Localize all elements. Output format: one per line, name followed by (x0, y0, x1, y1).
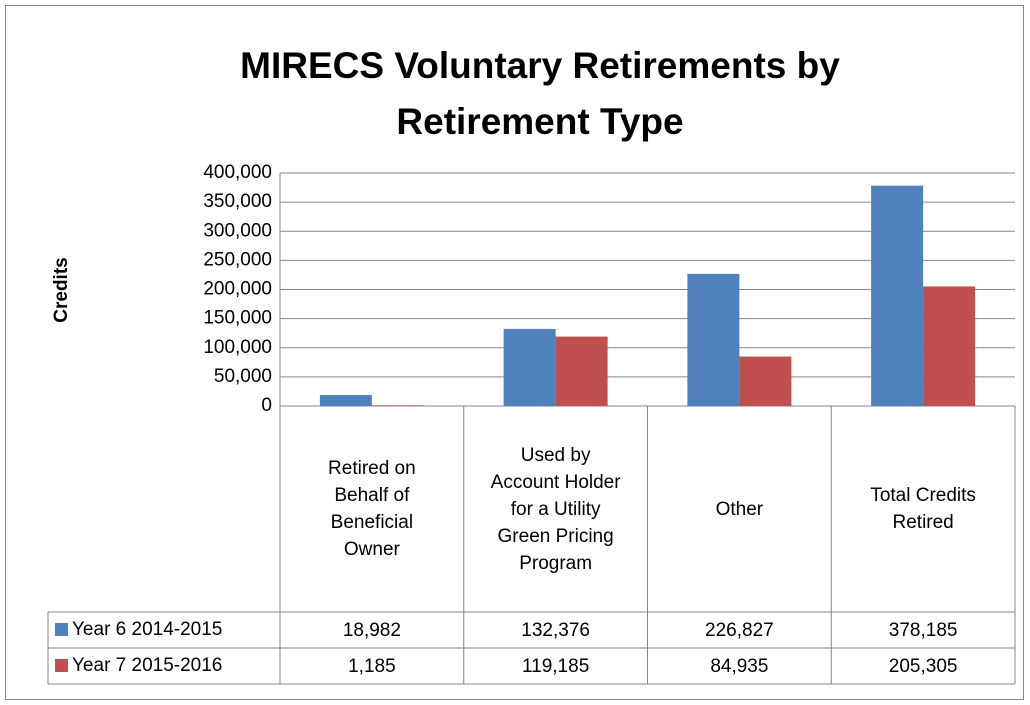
table-value: 119,185 (464, 648, 648, 684)
y-tick-label: 150,000 (203, 308, 272, 329)
table-value-text: 132,376 (521, 619, 590, 641)
legend-key (55, 659, 68, 672)
y-tick-label: 350,000 (203, 191, 272, 212)
table-value: 84,935 (648, 648, 832, 684)
y-tick-label: 400,000 (203, 162, 272, 183)
bar (923, 286, 976, 406)
chart-title: MIRECS Voluntary Retirements by Retireme… (240, 45, 840, 142)
y-tick-label: 100,000 (203, 337, 272, 358)
y-tick-label: 250,000 (203, 249, 272, 270)
y-tick-label: 50,000 (214, 366, 272, 387)
category-label: Retired on Behalf of Beneficial Owner (280, 406, 464, 612)
table-value-text: 378,185 (888, 619, 958, 641)
table-value: 132,376 (464, 612, 648, 648)
bar (371, 405, 424, 406)
y-tick-label: 0 (261, 395, 272, 416)
chart-border (5, 5, 1024, 700)
category-label: Used by Account Holder for a Utility Gre… (464, 406, 648, 612)
category-label: Total Credits Retired (831, 406, 1015, 612)
table-value: 226,827 (648, 612, 832, 648)
category-label-text: Other (715, 498, 764, 520)
bar (871, 185, 924, 406)
bar (739, 356, 792, 406)
category-label-text: Retired on Behalf of Beneficial Owner (328, 458, 416, 560)
legend-key (55, 623, 68, 636)
bar (503, 328, 556, 406)
table-value: 1,185 (280, 648, 464, 684)
table-value-text: 226,827 (705, 619, 774, 641)
table-value-text: 119,185 (521, 655, 590, 677)
bar (555, 336, 608, 406)
category-label: Other (648, 406, 832, 612)
category-label-text: Used by Account Holder for a Utility Gre… (490, 444, 621, 574)
table-value: 378,185 (831, 612, 1015, 648)
y-tick-label: 300,000 (203, 220, 272, 241)
category-label-text: Total Credits Retired (870, 485, 976, 533)
legend-label: Year 6 2014-2015 (72, 619, 223, 640)
legend-label: Year 7 2015-2016 (72, 655, 223, 676)
table-value: 18,982 (280, 612, 464, 648)
bar (319, 394, 372, 406)
bar (687, 273, 740, 406)
table-value-text: 84,935 (710, 655, 769, 677)
y-tick-label: 200,000 (203, 279, 272, 300)
table-value-text: 18,982 (342, 619, 401, 641)
table-value-text: 205,305 (888, 655, 958, 677)
y-axis-label: Credits (51, 257, 72, 322)
table-value: 205,305 (831, 648, 1015, 684)
table-value-text: 1,185 (348, 655, 396, 677)
